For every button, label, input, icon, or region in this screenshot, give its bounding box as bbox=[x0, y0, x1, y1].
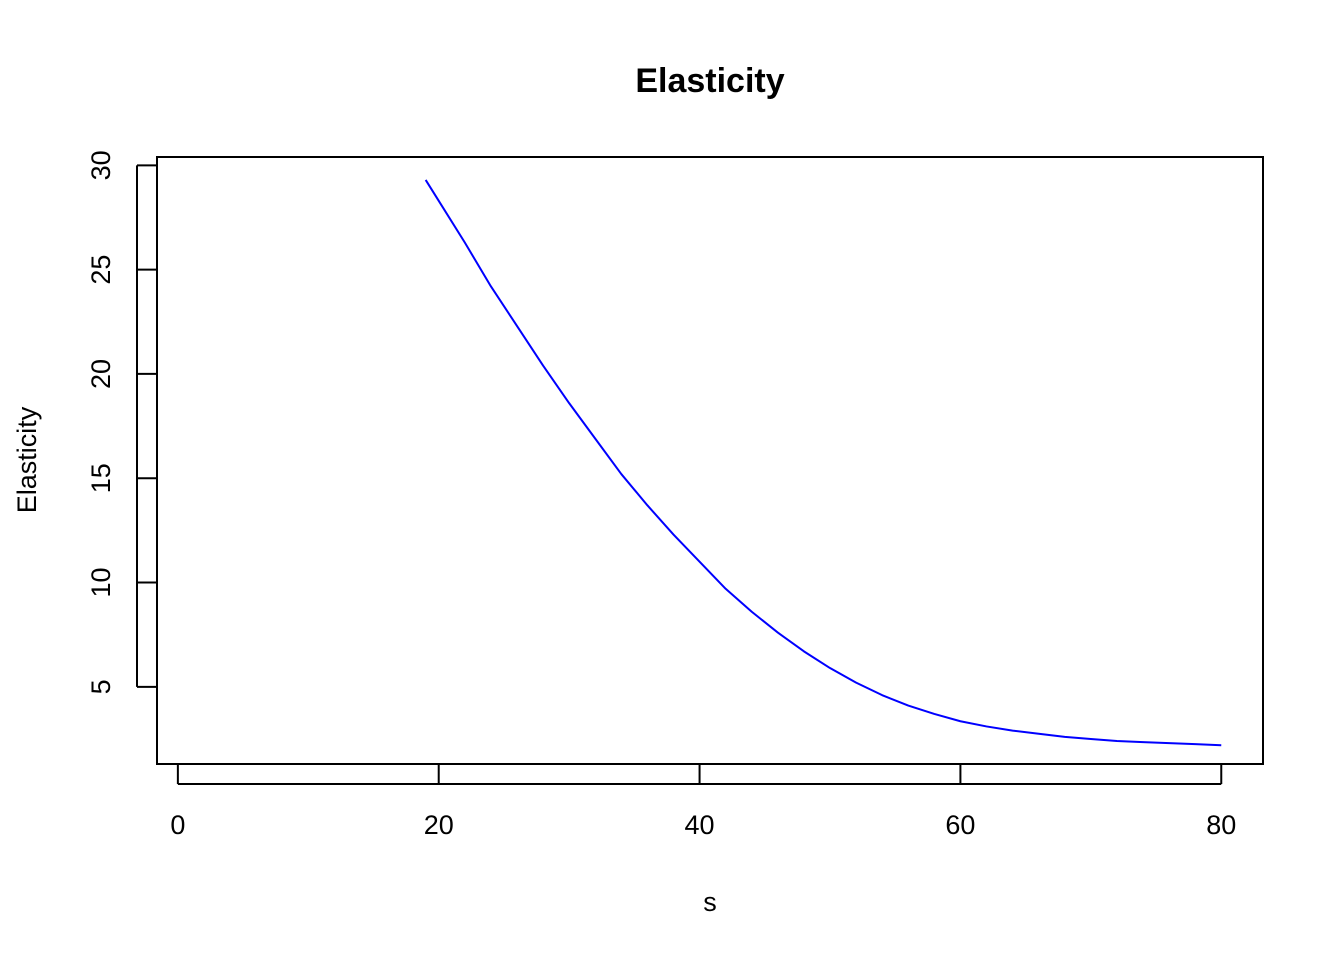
y-tick-label: 10 bbox=[86, 568, 116, 598]
y-tick-label: 15 bbox=[86, 463, 116, 493]
series-line bbox=[424, 179, 1222, 747]
plot-area-box bbox=[156, 156, 1264, 765]
x-tick-label: 60 bbox=[945, 810, 975, 840]
x-tick-label: 40 bbox=[685, 810, 715, 840]
x-tick-label: 0 bbox=[170, 810, 185, 840]
x-axis-label: s bbox=[703, 887, 717, 917]
y-axis-label: Elasticity bbox=[12, 406, 42, 513]
y-axis: 5 10 15 20 25 30 bbox=[86, 150, 157, 694]
y-tick-label: 30 bbox=[86, 150, 116, 180]
x-axis: 0 20 40 60 80 bbox=[170, 764, 1236, 840]
y-tick-label: 25 bbox=[86, 255, 116, 285]
series-layer bbox=[424, 179, 1222, 747]
x-tick-label: 80 bbox=[1206, 810, 1236, 840]
chart-title: Elasticity bbox=[635, 62, 784, 100]
x-tick-label: 20 bbox=[424, 810, 454, 840]
y-tick-label: 5 bbox=[86, 679, 116, 694]
y-tick-label: 20 bbox=[86, 359, 116, 389]
